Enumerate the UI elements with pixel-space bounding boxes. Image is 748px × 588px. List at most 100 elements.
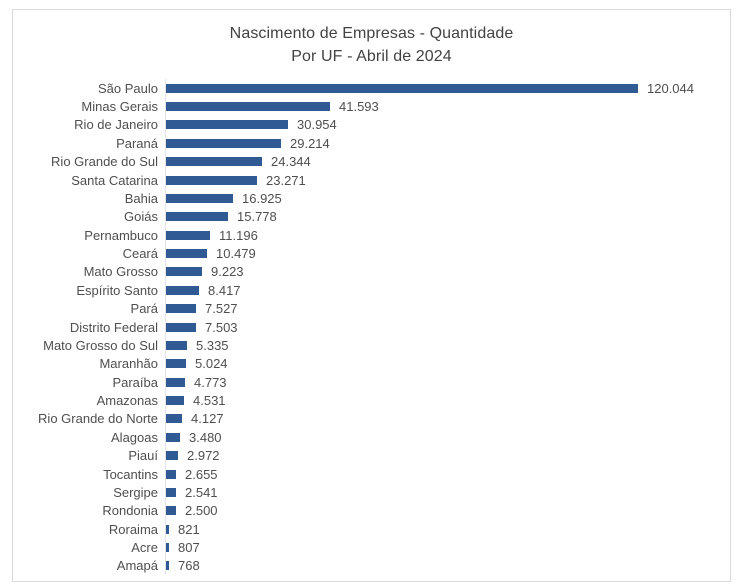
plot-area: 7.527 — [165, 299, 722, 318]
value-label: 7.527 — [205, 301, 238, 317]
bar[interactable] — [166, 285, 199, 295]
bar[interactable] — [166, 414, 182, 424]
category-label: Paraíba — [112, 374, 158, 390]
category-label: Minas Gerais — [81, 99, 158, 115]
bar[interactable] — [166, 102, 330, 112]
chart-row: Piauí 2.972 — [13, 446, 722, 465]
plot-area: 30.954 — [165, 115, 722, 135]
bar-chart: São Paulo 120.044 Minas Gerais 41.593 Rio de… — [13, 79, 722, 576]
value-label: 30.954 — [297, 117, 337, 133]
chart-row: Paraíba 4.773 — [13, 373, 722, 392]
value-label: 5.335 — [196, 337, 229, 353]
plot-area: 23.271 — [165, 170, 722, 190]
bar[interactable] — [166, 359, 186, 369]
chart-row: Amazonas 4.531 — [13, 391, 722, 410]
chart-subtitle: Por UF - Abril de 2024 — [291, 48, 452, 65]
bar[interactable] — [166, 230, 210, 240]
chart-row: Rio de Janeiro 30.954 — [13, 115, 722, 135]
value-label: 23.271 — [266, 172, 306, 188]
plot-area: 807 — [165, 538, 722, 557]
category-label: Espírito Santo — [76, 282, 158, 298]
plot-area: 24.344 — [165, 152, 722, 171]
chart-row: Ceará 10.479 — [13, 244, 722, 263]
value-label: 2.500 — [185, 503, 218, 519]
value-label: 5.024 — [195, 356, 228, 372]
bar[interactable] — [166, 83, 638, 93]
bar[interactable] — [166, 396, 184, 406]
value-label: 807 — [178, 540, 200, 556]
bar[interactable] — [166, 340, 187, 350]
plot-area: 9.223 — [165, 262, 722, 282]
category-label: Sergipe — [113, 484, 158, 500]
chart-row: Maranhão 5.024 — [13, 354, 722, 373]
category-label: Pernambuco — [84, 227, 158, 243]
value-label: 10.479 — [216, 246, 256, 262]
plot-area: 120.044 — [165, 79, 722, 98]
plot-area: 4.531 — [165, 391, 722, 410]
plot-area: 3.480 — [165, 428, 722, 447]
category-label: Piauí — [128, 448, 158, 464]
bar[interactable] — [166, 212, 228, 222]
chart-row: Minas Gerais 41.593 — [13, 97, 722, 116]
bar[interactable] — [166, 506, 176, 516]
bar[interactable] — [166, 120, 288, 130]
plot-area: 821 — [165, 520, 722, 539]
value-label: 4.127 — [191, 411, 224, 427]
chart-row: Bahia 16.925 — [13, 189, 722, 208]
chart-row: Amapá 768 — [13, 556, 722, 576]
category-label: Roraima — [108, 521, 158, 537]
category-label: Mato Grosso do Sul — [43, 337, 158, 353]
category-label: Goiás — [124, 209, 158, 225]
category-label: Santa Catarina — [71, 172, 158, 188]
plot-area: 5.024 — [165, 354, 722, 373]
category-label: Rio de Janeiro — [74, 117, 158, 133]
bar[interactable] — [166, 524, 169, 534]
value-label: 768 — [178, 558, 200, 574]
plot-area: 2.541 — [165, 483, 722, 502]
plot-area: 15.778 — [165, 207, 722, 226]
value-label: 2.541 — [185, 484, 218, 500]
value-label: 4.773 — [194, 374, 227, 390]
bar[interactable] — [166, 377, 185, 387]
chart-row: Sergipe 2.541 — [13, 483, 722, 502]
bar[interactable] — [166, 304, 196, 314]
bar[interactable] — [166, 469, 176, 479]
chart-title-block: Nascimento de Empresas - Quantidade Por … — [13, 10, 730, 68]
category-label: Rio Grande do Norte — [38, 411, 158, 427]
bar[interactable] — [166, 432, 180, 442]
bar[interactable] — [166, 322, 196, 332]
chart-row: Goiás 15.778 — [13, 207, 722, 226]
chart-title: Nascimento de Empresas - Quantidade — [229, 25, 514, 42]
plot-area: 5.335 — [165, 336, 722, 355]
chart-row: Acre 807 — [13, 538, 722, 557]
plot-area: 29.214 — [165, 134, 722, 153]
value-label: 16.925 — [242, 190, 282, 206]
plot-area: 7.503 — [165, 317, 722, 337]
category-label: Paraná — [116, 135, 158, 151]
bar[interactable] — [166, 267, 202, 277]
bar[interactable] — [166, 543, 169, 553]
value-label: 7.503 — [205, 319, 238, 335]
value-label: 24.344 — [271, 154, 311, 170]
bar[interactable] — [166, 193, 233, 203]
category-label: Amazonas — [96, 393, 158, 409]
plot-area: 16.925 — [165, 189, 722, 208]
chart-row: Rondonia 2.500 — [13, 501, 722, 520]
chart-row: Rio Grande do Sul 24.344 — [13, 152, 722, 171]
plot-area: 8.417 — [165, 281, 722, 300]
plot-area: 11.196 — [165, 226, 722, 245]
bar[interactable] — [166, 138, 281, 148]
category-label: Acre — [131, 540, 158, 556]
plot-area: 768 — [165, 556, 722, 576]
bar[interactable] — [166, 561, 169, 571]
value-label: 41.593 — [339, 99, 379, 115]
chart-row: Espírito Santo 8.417 — [13, 281, 722, 300]
bar[interactable] — [166, 175, 257, 185]
bar[interactable] — [166, 249, 207, 259]
bar[interactable] — [166, 451, 178, 461]
chart-row: Mato Grosso do Sul 5.335 — [13, 336, 722, 355]
bar[interactable] — [166, 157, 262, 167]
bar[interactable] — [166, 487, 176, 497]
chart-row: São Paulo 120.044 — [13, 79, 722, 98]
plot-area: 2.655 — [165, 464, 722, 484]
